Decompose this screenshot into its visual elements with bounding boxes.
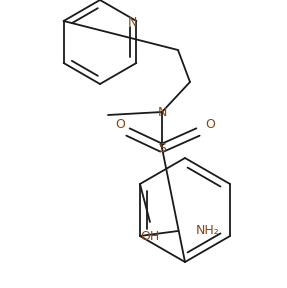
- Text: OH: OH: [140, 230, 160, 242]
- Text: O: O: [115, 118, 125, 130]
- Text: NH₂: NH₂: [196, 225, 220, 238]
- Text: S: S: [158, 141, 166, 154]
- Text: N: N: [128, 16, 137, 29]
- Text: O: O: [205, 118, 215, 130]
- Text: N: N: [157, 105, 167, 118]
